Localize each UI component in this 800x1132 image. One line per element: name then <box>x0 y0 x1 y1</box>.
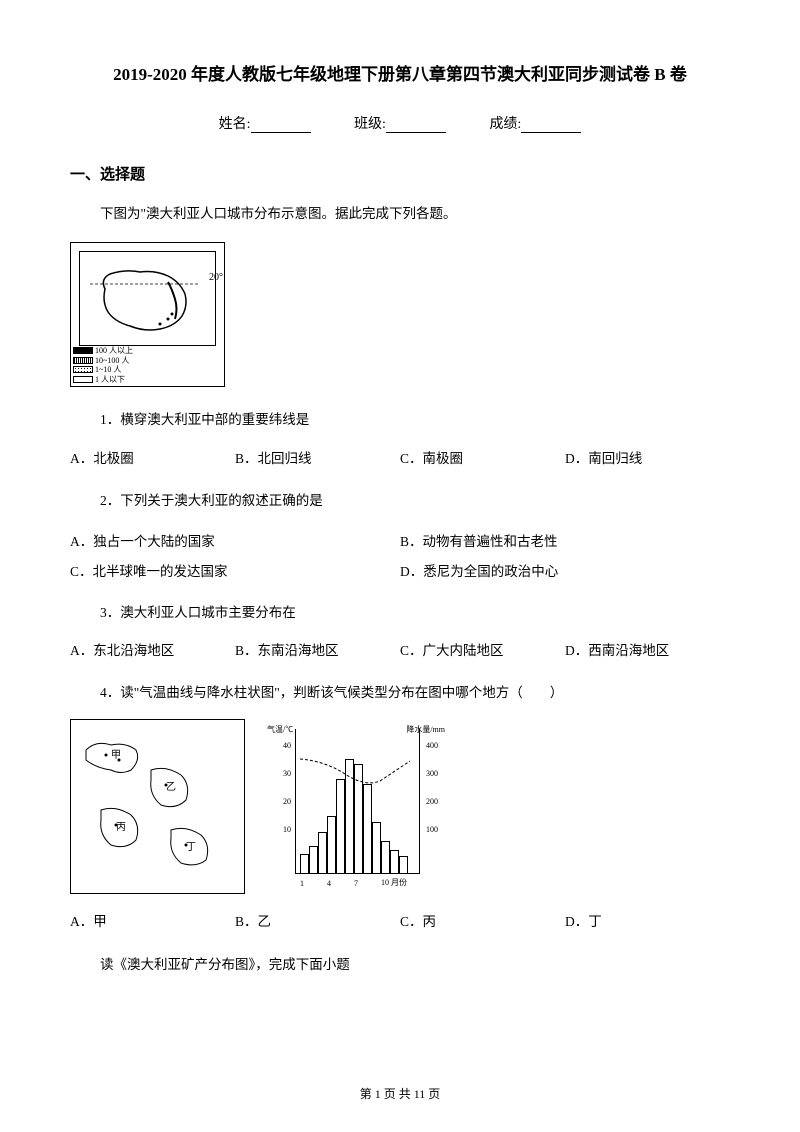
score-blank[interactable] <box>521 119 581 133</box>
option-c[interactable]: C．广大内陆地区 <box>400 639 565 663</box>
question-1: 1．横穿澳大利亚中部的重要纬线是 <box>100 408 730 432</box>
q4-options: A．甲 B．乙 C．丙 D．丁 <box>70 910 730 934</box>
q2-options: A．独占一个大陆的国家 B．动物有普遍性和古老性 C．北半球唯一的发达国家 D．… <box>70 527 730 586</box>
question-3: 3．澳大利亚人口城市主要分布在 <box>100 601 730 625</box>
australia-population-map: 20° 100 人以上 10~100 人 1~10 人 1 人以下 <box>70 242 225 387</box>
class-field: 班级: <box>354 113 446 133</box>
option-d[interactable]: D．丁 <box>565 910 730 934</box>
svg-text:甲: 甲 <box>111 750 121 761</box>
question-2: 2．下列关于澳大利亚的叙述正确的是 <box>100 489 730 513</box>
q3-options: A．东北沿海地区 B．东南沿海地区 C．广大内陆地区 D．西南沿海地区 <box>70 639 730 663</box>
legend-item: 1 人以下 <box>73 375 133 385</box>
option-b[interactable]: B．动物有普遍性和古老性 <box>400 527 730 557</box>
svg-text:丙: 丙 <box>116 822 126 833</box>
name-field: 姓名: <box>219 113 311 133</box>
figure-1: 20° 100 人以上 10~100 人 1~10 人 1 人以下 <box>70 242 730 392</box>
map-frame: 20° <box>79 251 216 346</box>
option-c[interactable]: C．丙 <box>400 910 565 934</box>
legend-item: 10~100 人 <box>73 356 133 366</box>
option-a[interactable]: A．北极圈 <box>70 447 235 471</box>
class-blank[interactable] <box>386 119 446 133</box>
name-label: 姓名: <box>219 117 251 132</box>
page-title: 2019-2020 年度人教版七年级地理下册第八章第四节澳大利亚同步测试卷 B … <box>70 60 730 85</box>
option-c[interactable]: C．南极圈 <box>400 447 565 471</box>
question-4: 4．读"气温曲线与降水柱状图"，判断该气候类型分布在图中哪个地方（ ） <box>100 681 730 705</box>
option-d[interactable]: D．西南沿海地区 <box>565 639 730 663</box>
option-a[interactable]: A．东北沿海地区 <box>70 639 235 663</box>
option-d[interactable]: D．悉尼为全国的政治中心 <box>400 557 730 587</box>
name-blank[interactable] <box>251 119 311 133</box>
svg-text:丁: 丁 <box>186 842 196 853</box>
latitude-label: 20° <box>209 272 223 283</box>
y-left-label: 气温/℃ <box>267 724 293 735</box>
temp-curve <box>295 729 420 874</box>
option-b[interactable]: B．乙 <box>235 910 400 934</box>
q1-options: A．北极圈 B．北回归线 C．南极圈 D．南回归线 <box>70 447 730 471</box>
figure-2: 甲 乙 丙 丁 气温/℃ 降水量/mm 40 30 20 10 400 300 … <box>70 719 730 894</box>
option-b[interactable]: B．北回归线 <box>235 447 400 471</box>
legend-item: 100 人以上 <box>73 346 133 356</box>
score-field: 成绩: <box>489 113 581 133</box>
class-label: 班级: <box>354 117 386 132</box>
option-d[interactable]: D．南回归线 <box>565 447 730 471</box>
option-a[interactable]: A．甲 <box>70 910 235 934</box>
page-footer: 第 1 页 共 11 页 <box>0 1085 800 1102</box>
map-svg: 甲 乙 丙 丁 <box>71 720 246 895</box>
score-label: 成绩: <box>489 117 521 132</box>
section-1-header: 一、选择题 <box>70 163 730 184</box>
climate-chart: 气温/℃ 降水量/mm 40 30 20 10 400 300 200 100 … <box>265 719 440 894</box>
option-a[interactable]: A．独占一个大陆的国家 <box>70 527 400 557</box>
option-b[interactable]: B．东南沿海地区 <box>235 639 400 663</box>
world-region-map: 甲 乙 丙 丁 <box>70 719 245 894</box>
intro-text-1: 下图为"澳大利亚人口城市分布示意图。据此完成下列各题。 <box>100 202 730 226</box>
intro-text-2: 读《澳大利亚矿产分布图》，完成下面小题 <box>100 953 730 977</box>
map-legend: 100 人以上 10~100 人 1~10 人 1 人以下 <box>73 346 133 384</box>
australia-outline-icon <box>90 264 200 339</box>
svg-text:乙: 乙 <box>166 781 176 793</box>
legend-item: 1~10 人 <box>73 365 133 375</box>
student-info-row: 姓名: 班级: 成绩: <box>70 113 730 133</box>
option-c[interactable]: C．北半球唯一的发达国家 <box>70 557 400 587</box>
